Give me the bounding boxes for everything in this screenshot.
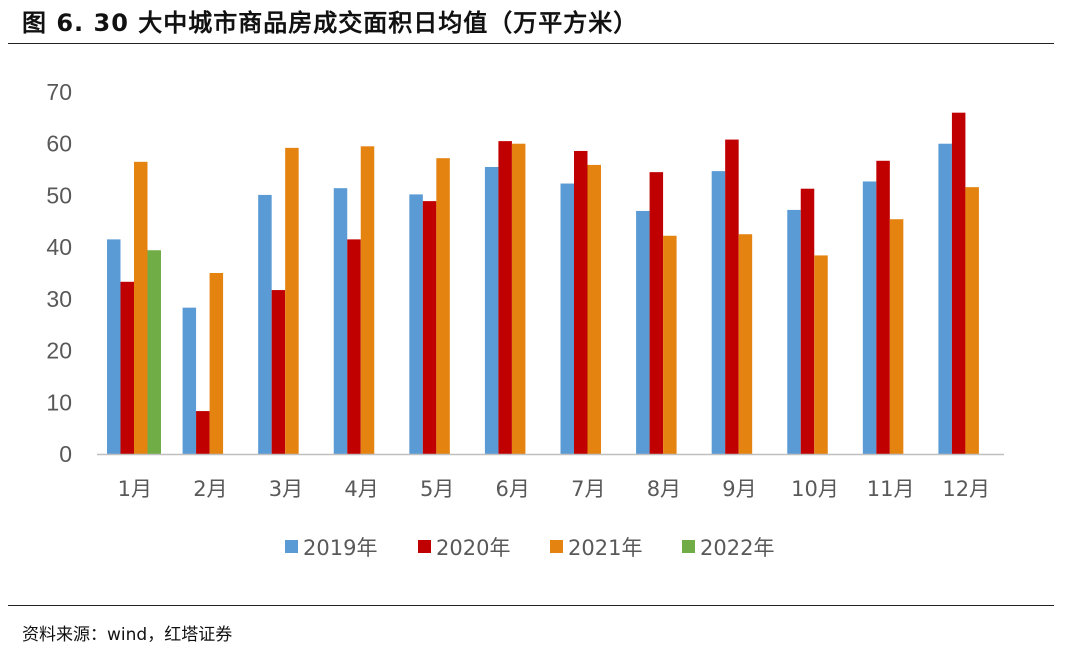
bar-2019年-10月 xyxy=(787,209,801,454)
bar-2020年-3月 xyxy=(271,290,286,454)
bar-2022年-1月 xyxy=(147,250,161,454)
bar-2021年-11月 xyxy=(889,219,904,454)
legend-swatch-2020年 xyxy=(418,540,431,553)
source-note: 资料来源：wind，红塔证券 xyxy=(22,625,233,645)
bar-2019年-9月 xyxy=(711,171,726,454)
x-tick-label: 3月 xyxy=(269,477,303,501)
legend-label-2021年: 2021年 xyxy=(568,536,642,560)
x-tick-label: 7月 xyxy=(571,477,605,501)
bar-2020年-6月 xyxy=(498,141,512,454)
bar-2019年-4月 xyxy=(333,188,348,454)
y-tick-label: 0 xyxy=(59,441,72,467)
figure-title: 图 6. 30 大中城市商品房成交面积日均值（万平方米） xyxy=(22,9,639,37)
legend-swatch-2019年 xyxy=(285,540,298,553)
bar-2020年-4月 xyxy=(347,239,361,454)
bar-2020年-8月 xyxy=(649,172,664,454)
legend: 2019年 2020年 2021年 2022年 xyxy=(285,536,774,560)
bar-2020年-1月 xyxy=(120,281,134,454)
x-tick-label: 12月 xyxy=(942,477,990,501)
bar-2020年-12月 xyxy=(951,112,966,454)
x-tick-label: 2月 xyxy=(193,477,227,501)
legend-swatch-2022年 xyxy=(682,540,695,553)
bar-2021年-8月 xyxy=(663,235,677,454)
bar-2021年-1月 xyxy=(134,161,148,455)
x-tick-label: 4月 xyxy=(344,477,378,501)
title-divider xyxy=(8,43,1054,44)
x-tick-label: 1月 xyxy=(118,477,152,501)
bar-2021年-9月 xyxy=(738,234,753,454)
x-tick-label: 11月 xyxy=(867,477,915,501)
x-tick-label: 5月 xyxy=(420,477,454,501)
y-tick-label: 20 xyxy=(46,338,72,364)
bar-2019年-6月 xyxy=(484,166,499,454)
x-axis: 1月 2月 3月 4月 5月 6月 7月 8月 9月 10月 11月 12月 xyxy=(118,477,990,501)
legend-label-2022年: 2022年 xyxy=(700,536,774,560)
bar-2019年-8月 xyxy=(636,210,650,454)
x-tick-label: 8月 xyxy=(647,477,681,501)
legend-label-2019年: 2019年 xyxy=(303,536,377,560)
y-tick-label: 30 xyxy=(46,286,72,312)
bar-2021年-10月 xyxy=(814,255,828,454)
source-divider xyxy=(8,605,1054,606)
y-tick-label: 40 xyxy=(46,234,72,260)
y-tick-label: 50 xyxy=(46,182,72,208)
bar-2020年-7月 xyxy=(574,150,588,454)
bar-2021年-4月 xyxy=(360,146,375,455)
bar-2020年-5月 xyxy=(422,201,437,454)
bar-2020年-9月 xyxy=(725,139,739,454)
bar-2019年-12月 xyxy=(938,143,952,454)
bar-2019年-5月 xyxy=(409,194,423,454)
bar-2021年-7月 xyxy=(587,164,601,454)
legend-swatch-2021年 xyxy=(550,540,563,553)
bar-2021年-3月 xyxy=(285,147,299,454)
bar-2021年-5月 xyxy=(436,158,450,455)
bar-2021年-6月 xyxy=(511,143,526,454)
bar-2021年-12月 xyxy=(965,187,979,454)
y-tick-label: 70 xyxy=(46,79,72,105)
x-tick-label: 10月 xyxy=(791,477,839,501)
bar-2019年-1月 xyxy=(107,239,121,454)
y-tick-label: 60 xyxy=(46,131,72,157)
y-axis: 0 10 20 30 40 50 60 70 xyxy=(46,79,72,467)
bar-2019年-2月 xyxy=(182,307,197,454)
bar-2019年-7月 xyxy=(560,183,574,454)
x-tick-label: 6月 xyxy=(496,477,530,501)
bar-2020年-11月 xyxy=(876,160,890,454)
bar-2019年-11月 xyxy=(862,181,877,455)
x-tick-label: 9月 xyxy=(722,477,756,501)
y-tick-label: 10 xyxy=(46,389,72,415)
bar-series xyxy=(107,112,979,455)
bar-2021年-2月 xyxy=(209,273,224,454)
legend-label-2020年: 2020年 xyxy=(436,536,510,560)
bar-2020年-10月 xyxy=(800,188,815,454)
bar-2020年-2月 xyxy=(196,411,210,454)
bar-2019年-3月 xyxy=(258,194,272,454)
